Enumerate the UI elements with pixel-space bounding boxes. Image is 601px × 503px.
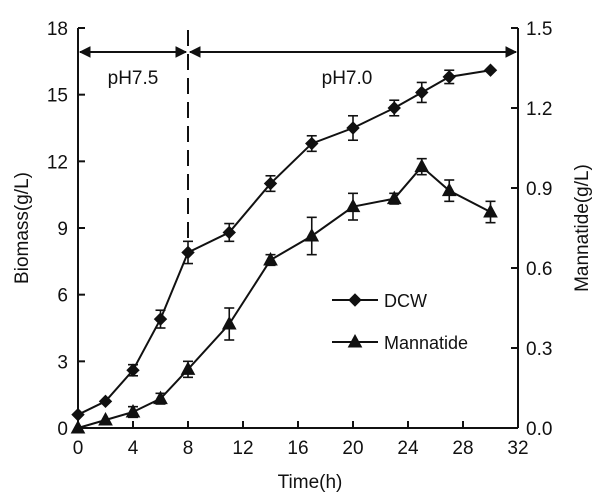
x-tick-label: 16 [287,438,308,459]
y-right-tick-label: 0.6 [526,259,552,280]
x-tick-label: 0 [73,438,84,459]
y-right-axis-title: Mannatide(g/L) [572,164,593,292]
phase-arrow-head-left [188,46,201,58]
mannatide-point [221,315,237,330]
dcw-point [346,121,360,135]
dcw-point [305,136,319,151]
y-right-tick-label: 0.3 [526,339,552,360]
y-left-tick-label: 6 [57,286,68,307]
mannatide-point [98,411,113,426]
dcw-point [98,394,113,409]
x-tick-label: 12 [232,438,253,459]
y-left-tick-label: 3 [57,352,68,373]
mannatide-point [125,403,141,418]
mannatide-point [304,227,320,242]
mannatide-point [441,182,457,197]
x-tick-label: 8 [183,438,194,459]
mannatide-point [263,251,278,266]
phase-label: pH7.0 [322,68,373,89]
dcw-point [415,85,429,100]
x-tick-label: 28 [452,438,473,459]
mannatide-point [180,361,196,375]
y-right-tick-label: 0.0 [526,419,552,440]
dcw-point [126,363,140,377]
dcw-line [77,69,491,416]
y-left-tick-label: 9 [57,219,68,240]
y-left-axis-title: Biomass(g/L) [12,172,33,284]
legend-mannatide-marker [347,333,363,348]
dcw-point [71,407,85,422]
y-left-tick-label: 0 [57,419,68,440]
y-right-tick-label: 0.9 [526,179,552,200]
phase-label: pH7.5 [108,68,159,89]
dcw-point [263,176,278,191]
mannatide-point [386,190,402,205]
mannatide-point [483,203,498,218]
phase-arrow-head-left [78,46,91,58]
x-tick-label: 20 [342,438,363,459]
dcw-point [153,312,168,326]
x-tick-label: 24 [397,438,419,459]
legend-mannatide-label: Mannatide [384,333,468,353]
legend-dcw-marker [348,293,362,307]
dcw-point [181,245,195,260]
mannatide-point [414,158,430,173]
mannatide-point [70,419,86,434]
y-right-tick-label: 1.2 [526,99,552,120]
mannatide-line [77,165,491,429]
y-left-tick-label: 15 [47,86,68,107]
x-tick-label: 32 [507,438,528,459]
legend-dcw-label: DCW [384,291,427,311]
y-left-tick-label: 18 [47,19,68,40]
y-right-tick-label: 1.5 [526,19,552,40]
y-left-tick-label: 12 [47,152,68,173]
x-tick-label: 4 [128,438,139,459]
dcw-point [442,70,456,84]
dcw-point [387,101,401,115]
phase-arrow-head-right [175,46,188,58]
dcw-point [222,225,236,240]
mannatide-point [153,390,168,405]
mannatide-point [345,198,361,213]
phase-arrow-head-right [505,46,518,58]
x-axis-title: Time(h) [278,472,343,493]
dcw-point [483,63,498,77]
